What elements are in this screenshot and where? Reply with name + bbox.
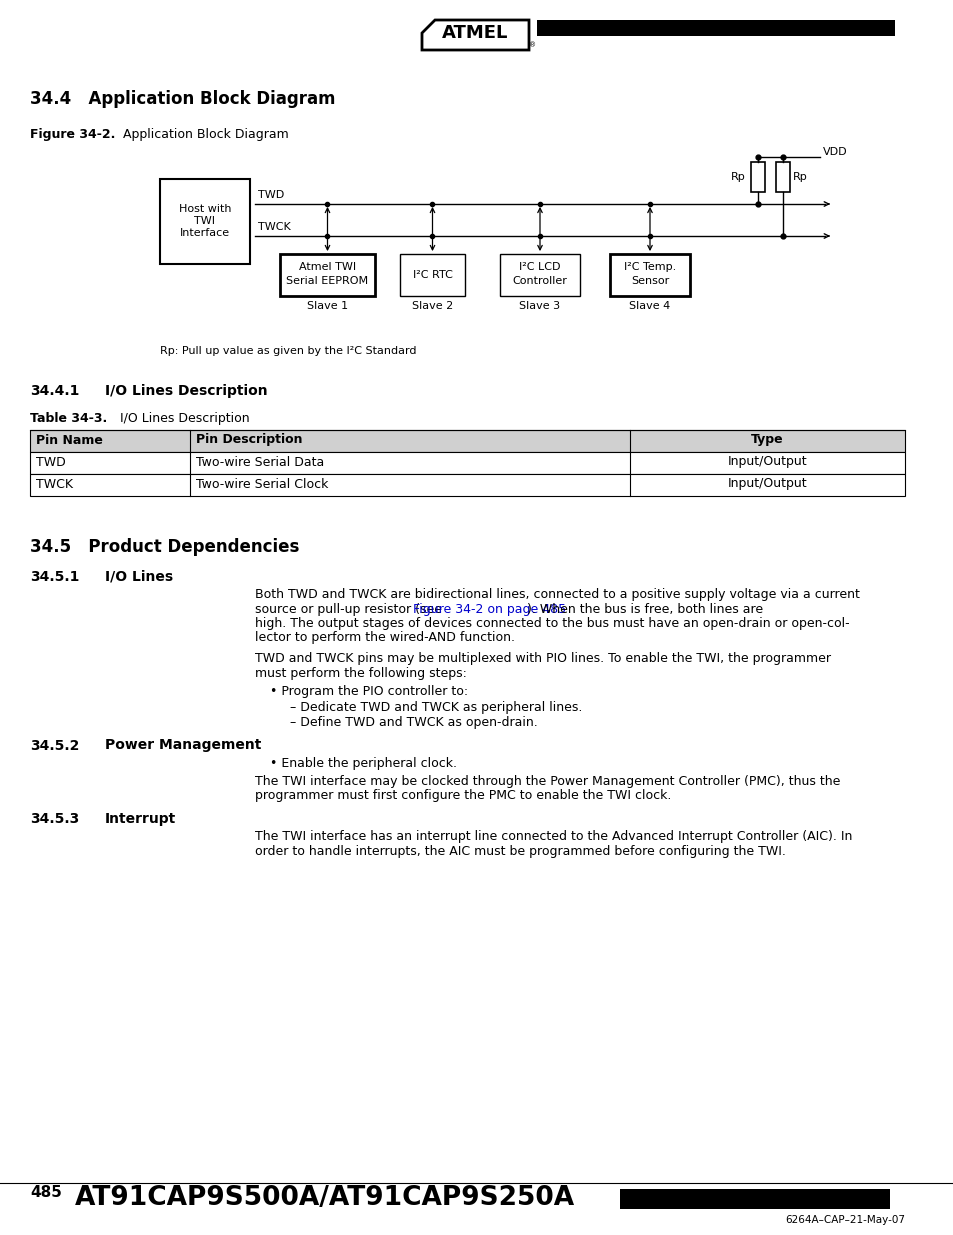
Bar <box>30 474 904 496</box>
Text: Rp: Rp <box>731 172 745 182</box>
Text: – Dedicate TWD and TWCK as peripheral lines.: – Dedicate TWD and TWCK as peripheral li… <box>290 701 581 715</box>
Text: TWCK: TWCK <box>257 222 291 232</box>
Text: Slave 3: Slave 3 <box>518 301 560 311</box>
Text: Rp: Pull up value as given by the I²C Standard: Rp: Pull up value as given by the I²C St… <box>160 346 416 356</box>
Text: Pin Name: Pin Name <box>36 433 103 447</box>
Text: TWD and TWCK pins may be multiplexed with PIO lines. To enable the TWI, the prog: TWD and TWCK pins may be multiplexed wit… <box>254 652 830 664</box>
Text: Type: Type <box>750 433 783 447</box>
Text: programmer must first configure the PMC to enable the TWI clock.: programmer must first configure the PMC … <box>254 789 671 803</box>
Text: Atmel TWI: Atmel TWI <box>298 262 355 272</box>
Text: • Enable the peripheral clock.: • Enable the peripheral clock. <box>270 757 456 769</box>
Text: source or pull-up resistor (see: source or pull-up resistor (see <box>254 603 446 615</box>
Text: Power Management: Power Management <box>105 739 261 752</box>
Bar <box>160 179 250 264</box>
Text: 485: 485 <box>30 1186 62 1200</box>
Bar <box>499 254 579 296</box>
Text: – Define TWD and TWCK as open-drain.: – Define TWD and TWCK as open-drain. <box>290 716 537 729</box>
Text: must perform the following steps:: must perform the following steps: <box>254 667 466 679</box>
Text: ). When the bus is free, both lines are: ). When the bus is free, both lines are <box>527 603 762 615</box>
Text: Interrupt: Interrupt <box>105 811 176 826</box>
Text: I/O Lines Description: I/O Lines Description <box>105 384 268 398</box>
Text: Two-wire Serial Clock: Two-wire Serial Clock <box>195 478 328 490</box>
Text: I²C RTC: I²C RTC <box>412 270 452 280</box>
Text: TWD: TWD <box>257 190 284 200</box>
Bar <box>399 254 464 296</box>
Text: 34.4   Application Block Diagram: 34.4 Application Block Diagram <box>30 90 335 107</box>
Text: Interface: Interface <box>180 228 230 238</box>
Text: Figure 34-2 on page 485: Figure 34-2 on page 485 <box>413 603 566 615</box>
Text: ®: ® <box>529 42 536 48</box>
Text: Pin Description: Pin Description <box>195 433 302 447</box>
Bar <box>280 254 375 296</box>
Text: Host with: Host with <box>178 205 231 215</box>
Text: Controller: Controller <box>512 275 567 287</box>
Text: I/O Lines Description: I/O Lines Description <box>120 412 250 425</box>
Text: Both TWD and TWCK are bidirectional lines, connected to a positive supply voltag: Both TWD and TWCK are bidirectional line… <box>254 588 859 601</box>
Text: Table 34-3.: Table 34-3. <box>30 412 107 425</box>
Text: VDD: VDD <box>822 147 846 157</box>
Text: 34.5.3: 34.5.3 <box>30 811 79 826</box>
Text: Slave 2: Slave 2 <box>412 301 453 311</box>
Bar <box>30 452 904 474</box>
Text: The TWI interface may be clocked through the Power Management Controller (PMC), : The TWI interface may be clocked through… <box>254 776 840 788</box>
Bar <box>619 1189 889 1209</box>
Text: 34.4.1: 34.4.1 <box>30 384 79 398</box>
Bar <box>537 20 894 36</box>
Text: 6264A–CAP–21-May-07: 6264A–CAP–21-May-07 <box>784 1215 904 1225</box>
Text: TWI: TWI <box>194 216 215 226</box>
Text: The TWI interface has an interrupt line connected to the Advanced Interrupt Cont: The TWI interface has an interrupt line … <box>254 830 851 844</box>
Bar <box>30 430 904 452</box>
Text: I²C Temp.: I²C Temp. <box>623 262 676 272</box>
Text: Figure 34-2.: Figure 34-2. <box>30 128 115 141</box>
Text: 34.5.1: 34.5.1 <box>30 571 79 584</box>
Text: lector to perform the wired-AND function.: lector to perform the wired-AND function… <box>254 631 515 645</box>
Text: TWD: TWD <box>36 456 66 468</box>
Text: Input/Output: Input/Output <box>727 456 806 468</box>
Text: Input/Output: Input/Output <box>727 478 806 490</box>
Text: high. The output stages of devices connected to the bus must have an open-drain : high. The output stages of devices conne… <box>254 618 849 630</box>
Text: • Program the PIO controller to:: • Program the PIO controller to: <box>270 685 468 698</box>
Text: 34.5.2: 34.5.2 <box>30 739 79 752</box>
Text: TWCK: TWCK <box>36 478 73 490</box>
Text: AT91CAP9S500A/AT91CAP9S250A: AT91CAP9S500A/AT91CAP9S250A <box>75 1186 575 1212</box>
Text: Serial EEPROM: Serial EEPROM <box>286 275 368 287</box>
Text: Rp: Rp <box>792 172 807 182</box>
Text: Slave 4: Slave 4 <box>629 301 670 311</box>
Text: Application Block Diagram: Application Block Diagram <box>123 128 289 141</box>
Text: ATMEL: ATMEL <box>441 23 508 42</box>
Bar <box>750 162 764 191</box>
Text: order to handle interrupts, the AIC must be programmed before configuring the TW: order to handle interrupts, the AIC must… <box>254 845 785 857</box>
Bar <box>775 162 789 191</box>
Text: I/O Lines: I/O Lines <box>105 571 172 584</box>
Bar <box>609 254 689 296</box>
Text: I²C LCD: I²C LCD <box>518 262 560 272</box>
Text: Sensor: Sensor <box>630 275 668 287</box>
Text: 34.5   Product Dependencies: 34.5 Product Dependencies <box>30 538 299 556</box>
Text: Two-wire Serial Data: Two-wire Serial Data <box>195 456 324 468</box>
Text: Slave 1: Slave 1 <box>307 301 348 311</box>
